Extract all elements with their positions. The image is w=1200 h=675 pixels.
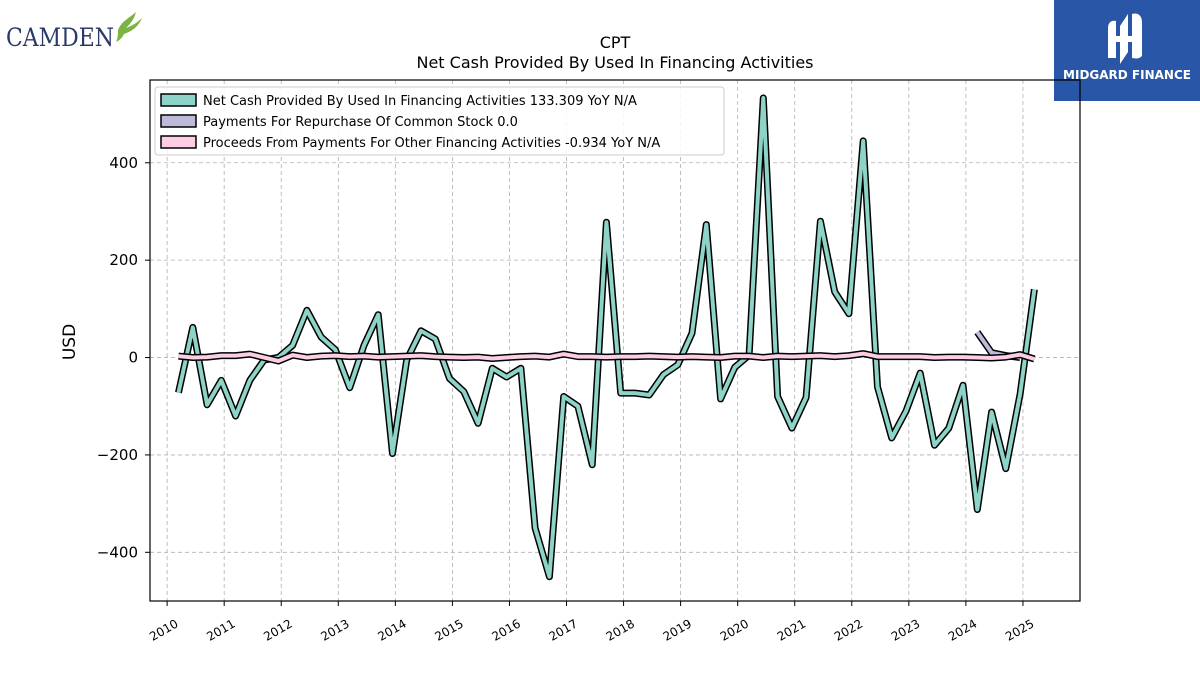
x-tick-label: 2018 [604,616,637,643]
series-outline [175,94,1038,581]
x-tick-label: 2021 [775,616,808,643]
chart-subtitle: Net Cash Provided By Used In Financing A… [416,53,813,72]
x-tick-label: 2025 [1003,616,1036,643]
legend-box [154,86,725,156]
x-tick-label: 2024 [946,616,979,643]
legend-swatch-repurchase [160,114,197,128]
x-tick-label: 2015 [432,616,465,643]
x-tick-label: 2011 [204,616,237,643]
camden-logo-text: CAMDEN [6,23,114,52]
x-tick-label: 2020 [718,616,751,643]
x-tick-label: 2010 [147,616,180,643]
legend: Net Cash Provided By Used In Financing A… [154,86,725,156]
x-tick-label: 2017 [547,616,580,643]
x-tick-label: 2016 [489,616,522,643]
y-tick-label: −400 [97,543,138,561]
legend-swatch-other-financing [160,135,197,149]
legend-label-other-financing: Proceeds From Payments For Other Financi… [203,136,660,151]
series-stroke [178,351,1035,363]
plot-frame [149,79,1081,602]
y-tick-label: 0 [128,349,138,367]
hummingbird-icon [116,12,142,42]
legend-label-repurchase: Payments For Repurchase Of Common Stock … [203,115,518,130]
legend-swatch-net-cash [160,93,197,107]
y-tick-label: 200 [109,251,138,269]
series-net-cash-line [175,94,1038,581]
x-tick-label: 2023 [889,616,922,643]
series-lines [175,94,1038,581]
legend-label-net-cash: Net Cash Provided By Used In Financing A… [203,94,637,109]
x-tick-label: 2022 [832,616,865,643]
series-stroke [176,96,1037,579]
chart-title: CPT [600,33,631,52]
midgard-logo-text: MIDGARD FINANCE [1063,68,1191,82]
x-tick-label: 2012 [261,616,294,643]
y-axis-label: USD [60,324,80,360]
y-tick-label: 400 [109,154,138,172]
x-tick-label: 2019 [661,616,694,643]
midgard-emblem-icon [1108,13,1142,64]
midgard-finance-logo: MIDGARD FINANCE [1054,0,1200,101]
x-tick-label: 2013 [318,616,351,643]
series-other-financing-line [178,350,1036,365]
x-tick-label: 2014 [375,616,408,643]
y-tick-label: −200 [97,446,138,464]
camden-logo: CAMDEN [6,8,146,56]
